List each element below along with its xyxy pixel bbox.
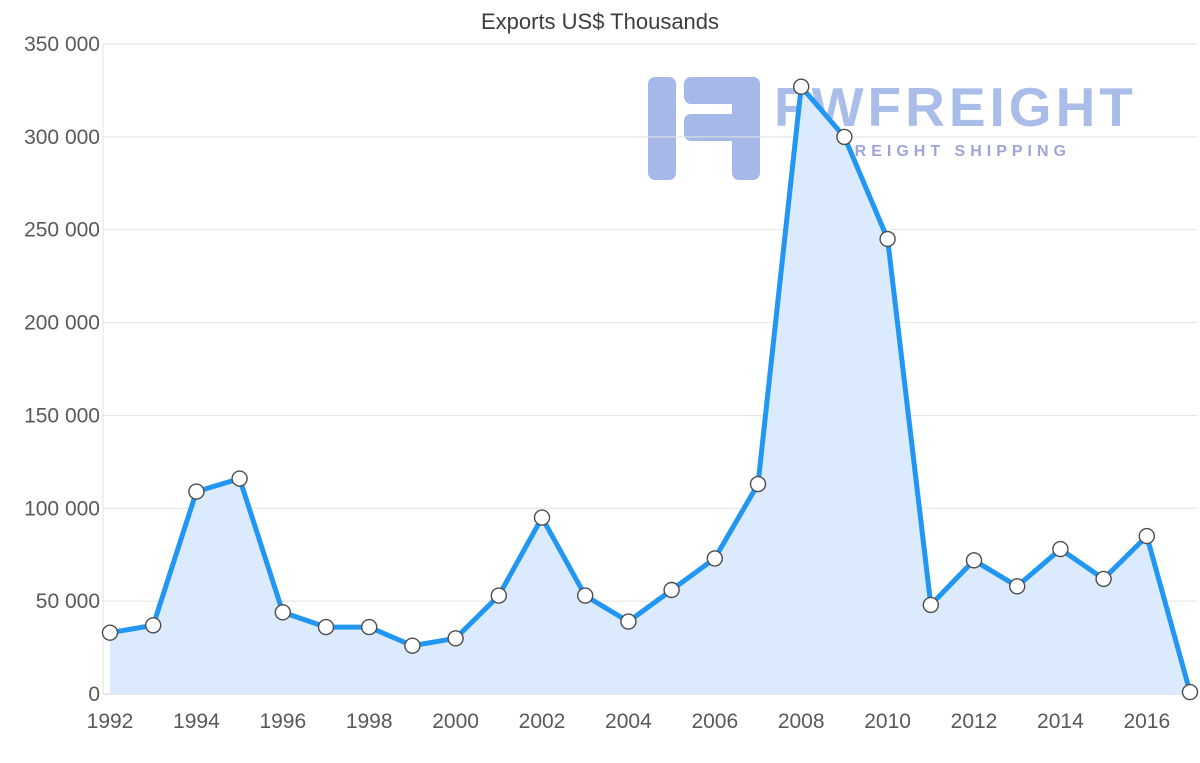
data-point-marker [1181, 683, 1199, 701]
data-point-marker [749, 475, 767, 493]
x-tick-label: 2016 [1123, 710, 1170, 733]
data-point-marker [274, 604, 291, 621]
data-point-marker [1095, 570, 1112, 588]
data-point-marker [879, 230, 896, 248]
y-tick-label: 350 000 [24, 33, 100, 56]
x-tick-label: 2002 [519, 710, 566, 733]
y-tick-label: 250 000 [24, 219, 100, 242]
data-point-marker [101, 624, 119, 641]
y-tick-label: 200 000 [24, 312, 100, 335]
data-point-marker [1009, 578, 1026, 595]
x-tick-label: 2014 [1037, 710, 1084, 733]
data-point-marker [922, 596, 939, 614]
data-point-marker [793, 78, 810, 95]
data-point-marker [490, 587, 507, 604]
data-point-marker [188, 483, 205, 500]
x-tick-label: 1992 [87, 710, 134, 733]
series-area-fill [110, 86, 1190, 694]
x-tick-label: 2010 [864, 710, 911, 733]
y-tick-label: 100 000 [24, 497, 100, 520]
x-tick-label: 2006 [691, 710, 738, 733]
y-tick-label: 300 000 [24, 126, 100, 149]
x-tick-label: 2012 [951, 710, 998, 733]
data-point-marker [663, 581, 680, 599]
y-tick-label: 50 000 [36, 590, 100, 613]
x-tick-label: 1996 [259, 710, 306, 733]
y-tick-label: 150 000 [24, 404, 100, 427]
data-point-marker [620, 613, 637, 630]
data-point-marker [836, 128, 853, 146]
data-point-marker [533, 509, 551, 526]
y-tick-label: 0 [88, 683, 100, 706]
data-point-marker [404, 637, 421, 654]
x-tick-label: 2008 [778, 710, 825, 733]
x-tick-label: 1998 [346, 710, 393, 733]
x-tick-label: 1994 [173, 710, 220, 733]
data-point-marker [231, 470, 248, 487]
data-point-marker [317, 618, 335, 636]
x-tick-label: 2000 [432, 710, 479, 733]
data-point-marker [361, 618, 378, 636]
data-point-marker [706, 550, 723, 567]
data-point-marker [144, 617, 162, 634]
data-point-marker [447, 630, 464, 647]
data-point-marker [965, 552, 983, 569]
x-tick-label: 2004 [605, 710, 652, 733]
data-point-marker [1052, 540, 1069, 558]
data-point-marker [1138, 527, 1156, 545]
chart-title: Exports US$ Thousands [480, 9, 720, 34]
data-point-marker [577, 587, 594, 604]
